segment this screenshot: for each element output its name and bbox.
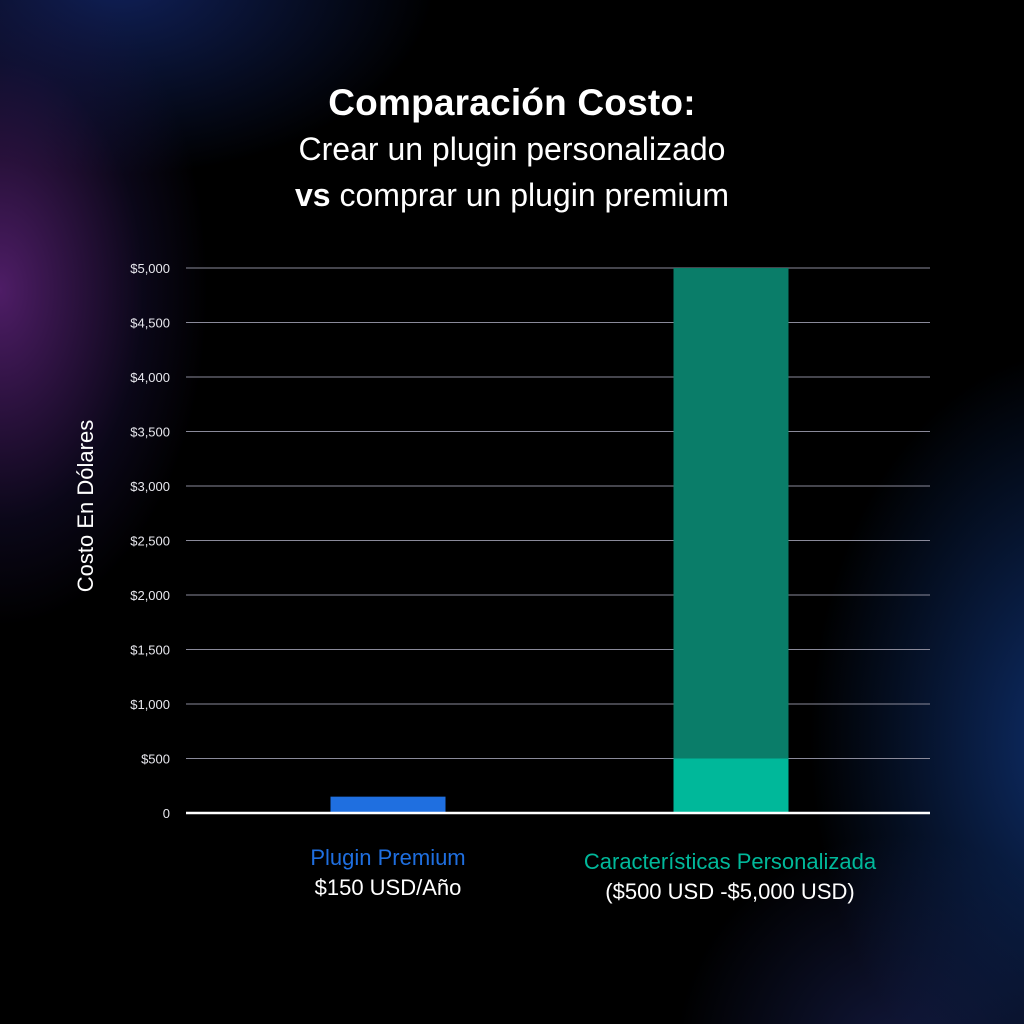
subtitle-rest: comprar un plugin premium (330, 177, 729, 213)
y-tick-label: $3,000 (130, 479, 170, 494)
y-tick-label: $3,500 (130, 425, 170, 440)
bar-range-custom (673, 268, 789, 759)
chart-subtitle-line2: vs comprar un plugin premium (0, 172, 1024, 218)
y-tick-label: 0 (163, 806, 170, 821)
category-name-custom: Características Personalizada (583, 849, 877, 874)
y-tick-label: $4,500 (130, 316, 170, 331)
chart-title: Comparación Costo: (328, 82, 696, 123)
y-tick-label: $2,500 (130, 534, 170, 549)
category-label-premium: Plugin Premium $150 USD/Año (268, 843, 508, 903)
y-tick-label: $1,000 (130, 697, 170, 712)
category-value-premium: $150 USD/Año (314, 875, 462, 900)
category-label-custom: Características Personalizada ($500 USD … (540, 847, 920, 907)
y-tick-label: $4,000 (130, 370, 170, 385)
bar-premium (330, 796, 446, 813)
y-tick-label: $1,500 (130, 643, 170, 658)
chart-subtitle-line1: Crear un plugin personalizado (298, 131, 726, 167)
vs-label: vs (295, 177, 331, 213)
category-value-custom: ($500 USD -$5,000 USD) (605, 879, 855, 904)
title-block: Comparación Costo: Crear un plugin perso… (0, 80, 1024, 218)
category-name-premium: Plugin Premium (310, 845, 466, 870)
y-tick-label: $500 (141, 752, 170, 767)
y-tick-label: $2,000 (130, 588, 170, 603)
y-tick-label: $5,000 (130, 261, 170, 276)
bar-base-custom (673, 758, 789, 813)
